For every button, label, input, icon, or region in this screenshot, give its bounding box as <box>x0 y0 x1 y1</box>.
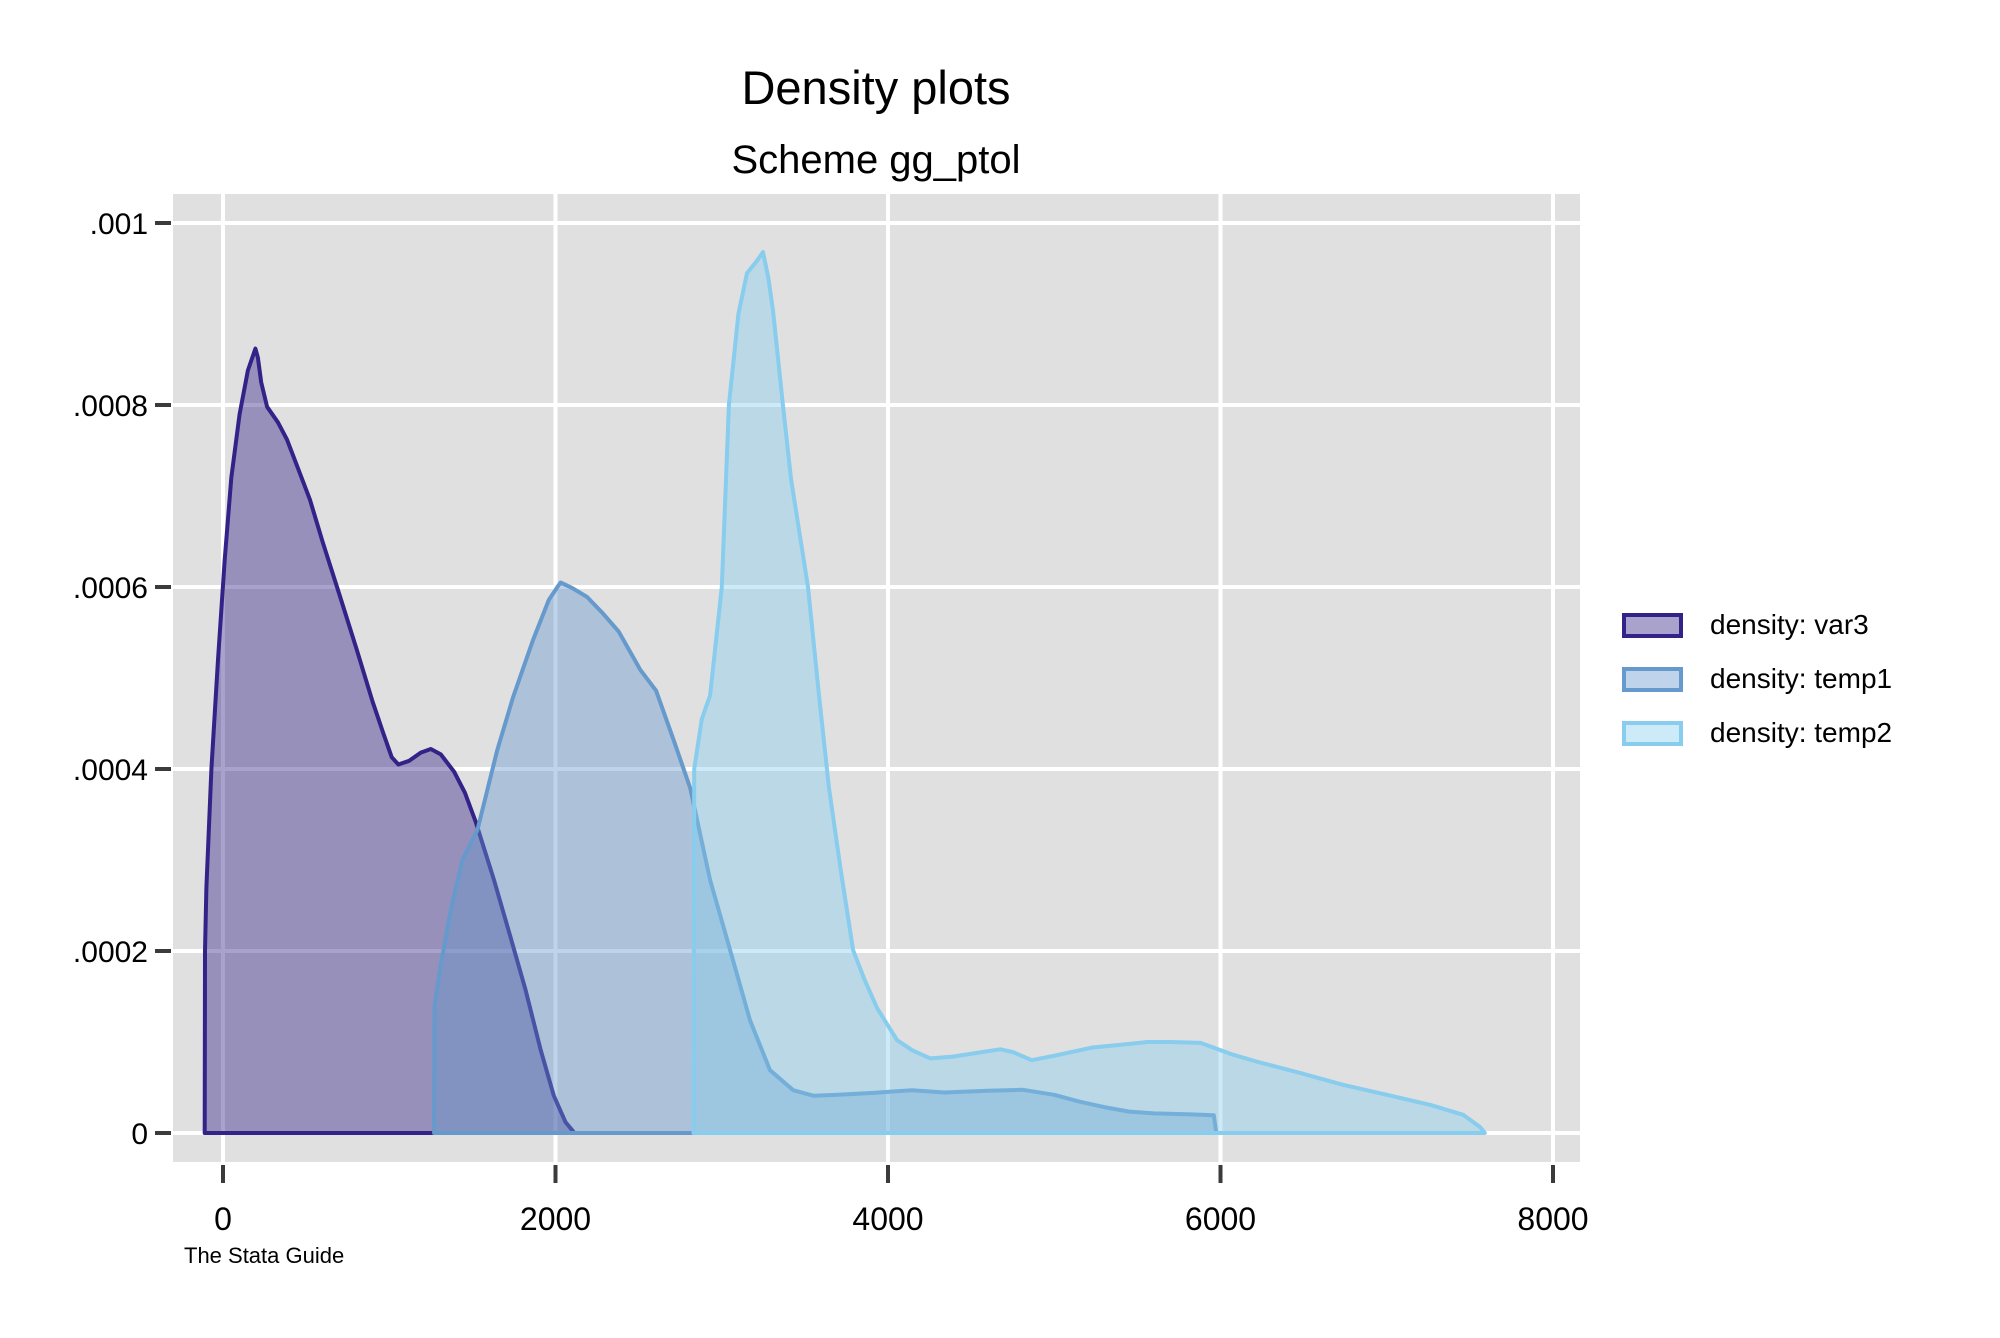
legend: density: var3 density: temp1 density: te… <box>1622 598 1892 760</box>
x-tick-label: 8000 <box>1517 1201 1588 1237</box>
legend-item-temp2: density: temp2 <box>1622 706 1892 760</box>
y-tick-label: .0006 <box>73 572 148 605</box>
x-tick-label: 6000 <box>1185 1201 1256 1237</box>
density-area-3 <box>691 250 1487 1135</box>
legend-item-temp1: density: temp1 <box>1622 652 1892 706</box>
y-tick-label: 0 <box>131 1118 148 1151</box>
legend-swatch-temp2 <box>1622 720 1683 746</box>
legend-item-var3: density: var3 <box>1622 598 1892 652</box>
legend-swatch-temp1 <box>1622 666 1683 692</box>
legend-label-temp2: density: temp2 <box>1710 717 1893 748</box>
chart-title: Density plots <box>741 61 1011 114</box>
y-tick-label: .0008 <box>73 390 148 423</box>
plot-panel <box>173 194 1580 1162</box>
legend-swatch-var3 <box>1622 612 1683 638</box>
axis-ticks <box>155 221 1555 1183</box>
y-tick-label: .0002 <box>73 936 148 969</box>
caption: The Stata Guide <box>184 1243 345 1268</box>
density-area-2 <box>432 580 1219 1135</box>
density-areas <box>202 250 1487 1135</box>
legend-label-var3: density: var3 <box>1710 609 1869 640</box>
gridlines <box>173 194 1580 1162</box>
x-tick-label: 0 <box>214 1201 232 1237</box>
x-tick-label: 4000 <box>852 1201 923 1237</box>
legend-label-temp1: density: temp1 <box>1710 663 1893 694</box>
chart-subtitle: Scheme gg_ptol <box>731 138 1021 182</box>
y-tick-label: .0004 <box>73 754 148 787</box>
x-tick-label: 2000 <box>520 1201 591 1237</box>
axis-tick-labels: 0 .0002 .0004 .0006 .0008 .001 0 2000 4000 6000 80… <box>73 208 1589 1237</box>
y-tick-label: .001 <box>90 208 148 241</box>
density-area-1 <box>202 346 577 1135</box>
